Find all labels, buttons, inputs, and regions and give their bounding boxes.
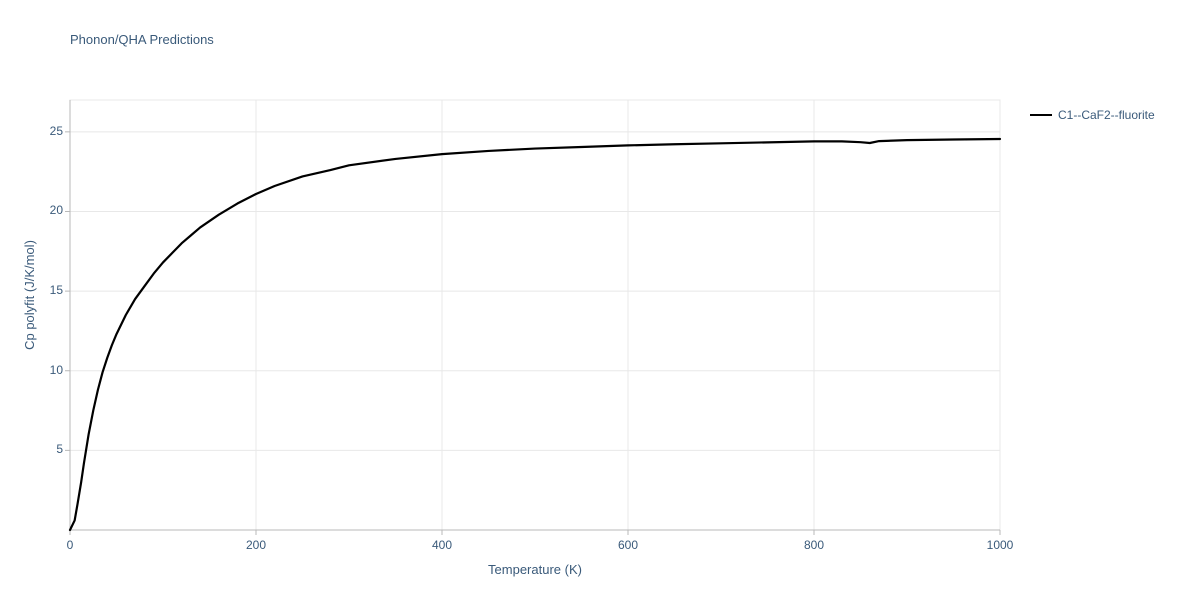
x-axis-label: Temperature (K): [475, 562, 595, 577]
chart-container: Phonon/QHA Predictions Temperature (K) C…: [0, 0, 1200, 600]
x-tick-label: 200: [241, 538, 271, 552]
y-tick-label: 25: [35, 124, 63, 138]
x-tick-label: 400: [427, 538, 457, 552]
y-tick-label: 5: [35, 442, 63, 456]
x-tick-label: 800: [799, 538, 829, 552]
x-tick-label: 0: [55, 538, 85, 552]
y-tick-label: 15: [35, 283, 63, 297]
legend-line: [1030, 114, 1052, 116]
y-tick-label: 20: [35, 203, 63, 217]
y-tick-label: 10: [35, 363, 63, 377]
x-tick-label: 600: [613, 538, 643, 552]
plot-svg: [0, 0, 1200, 600]
legend: C1--CaF2--fluorite: [1030, 108, 1155, 122]
x-tick-label: 1000: [985, 538, 1015, 552]
legend-label: C1--CaF2--fluorite: [1058, 108, 1155, 122]
